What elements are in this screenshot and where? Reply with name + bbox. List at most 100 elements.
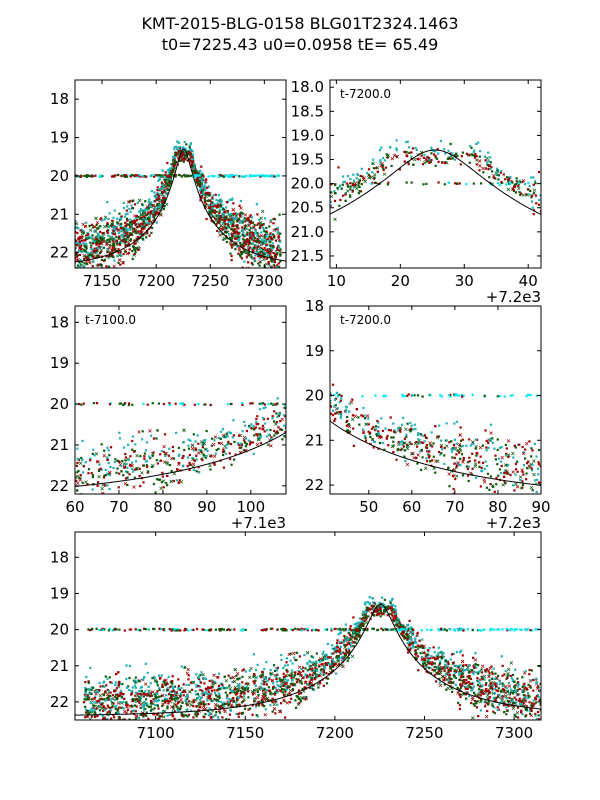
data-point (378, 148, 382, 152)
data-point (352, 173, 355, 176)
data-point (264, 251, 267, 255)
data-point (423, 153, 426, 157)
data-point (113, 698, 116, 702)
data-point (166, 697, 169, 701)
data-point (136, 174, 139, 177)
data-point (142, 703, 145, 706)
data-point (462, 456, 465, 460)
data-point (278, 412, 281, 415)
data-point (231, 197, 234, 200)
data-point (324, 183, 326, 185)
data-point (217, 441, 221, 445)
data-point (152, 204, 155, 207)
data-point (248, 443, 252, 446)
data-point (341, 651, 344, 654)
data-point (224, 452, 228, 455)
data-point (491, 677, 494, 680)
data-point (518, 179, 521, 182)
data-point (339, 399, 343, 402)
data-point (106, 484, 109, 487)
data-point (481, 444, 484, 447)
data-point (106, 456, 109, 459)
data-point (177, 173, 180, 177)
data-point (430, 152, 433, 155)
data-point (200, 451, 204, 455)
data-point (132, 230, 135, 233)
data-point (195, 448, 198, 452)
axes-frame (74, 305, 287, 495)
data-point (203, 439, 206, 442)
data-point (346, 189, 350, 193)
data-point (479, 455, 482, 458)
data-point (116, 255, 119, 258)
data-point (276, 431, 280, 434)
data-point (112, 264, 116, 268)
data-point (187, 700, 191, 703)
data-point (221, 174, 224, 177)
data-point (280, 428, 284, 432)
data-point (75, 464, 79, 467)
data-point (327, 661, 330, 665)
data-point (405, 150, 408, 154)
data-point (524, 183, 527, 186)
data-point (280, 653, 283, 657)
data-point (480, 466, 483, 469)
data-point (196, 434, 199, 437)
data-point (544, 477, 546, 479)
data-point (209, 210, 212, 213)
data-point (263, 713, 268, 717)
data-point (166, 161, 169, 165)
data-point (290, 672, 293, 675)
data-point (265, 243, 268, 246)
data-point (165, 482, 168, 485)
data-point (191, 159, 195, 164)
data-point (128, 402, 131, 405)
data-point (166, 682, 169, 686)
data-point (528, 673, 531, 676)
data-point (236, 235, 240, 239)
data-point (246, 238, 249, 241)
data-point (207, 713, 210, 717)
data-point (411, 451, 415, 456)
data-point (541, 461, 543, 463)
data-point (210, 444, 213, 447)
data-point (468, 677, 471, 680)
data-point (156, 462, 159, 465)
data-point (82, 402, 85, 405)
data-point (211, 196, 214, 199)
data-point (88, 256, 91, 259)
data-point (107, 449, 110, 452)
data-point (428, 454, 431, 458)
data-point (336, 639, 339, 642)
data-point (239, 206, 243, 210)
data-point (377, 433, 381, 436)
data-point (516, 681, 520, 684)
data-point (276, 684, 279, 687)
data-point (367, 173, 370, 176)
data-point (395, 155, 398, 158)
data-point (121, 226, 124, 229)
data-point (242, 238, 245, 241)
data-point (424, 436, 428, 439)
data-point (370, 427, 373, 430)
data-point (259, 250, 262, 253)
data-point (238, 434, 241, 437)
data-point (512, 188, 515, 191)
data-point (221, 451, 225, 454)
data-point (258, 257, 261, 260)
data-point (447, 394, 451, 397)
data-point (158, 174, 161, 177)
data-point (514, 473, 517, 476)
data-point (97, 247, 100, 250)
data-point (254, 254, 257, 257)
data-point (308, 667, 311, 671)
data-point (513, 686, 516, 689)
data-point (487, 674, 491, 677)
data-point (482, 480, 487, 484)
data-point (348, 430, 351, 433)
data-point (182, 441, 185, 444)
data-point (181, 146, 185, 149)
data-point (247, 439, 250, 442)
data-point (219, 430, 223, 433)
data-point (160, 449, 163, 453)
